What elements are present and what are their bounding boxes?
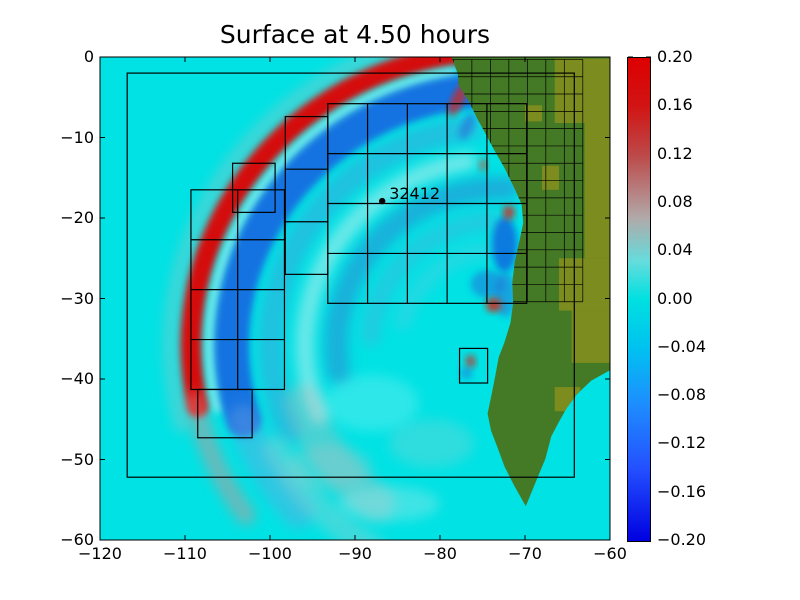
y-tick-label: −60 [60, 530, 94, 549]
gauge-label: 32412 [389, 184, 441, 204]
axis-ticks [99, 56, 611, 541]
wave-patch [491, 217, 518, 272]
wave-patch [389, 419, 474, 468]
wavefront-arc [180, 57, 480, 418]
wavefront-arc [295, 152, 477, 425]
colorbar-tick-label: 0.12 [657, 143, 693, 163]
x-tick-label: −60 [593, 544, 627, 563]
x-tick-label: −100 [248, 544, 292, 563]
colorbar-tick-label: 0.04 [657, 240, 693, 260]
map-area [100, 57, 610, 540]
x-tick-label: −80 [423, 544, 457, 563]
wavefront-arc [258, 116, 483, 444]
colorbar-tick-label: −0.16 [657, 481, 707, 501]
colorbar-tick-label: 0.20 [657, 47, 693, 66]
wave-patch [485, 297, 502, 313]
wavefront-arc [324, 176, 520, 384]
wavefront-arc [214, 72, 496, 438]
wave-patch [460, 367, 473, 379]
colorbar [627, 57, 651, 542]
wave-patch [479, 158, 488, 172]
colorbar-tick-label: −0.08 [657, 385, 707, 405]
wavefront-arc [227, 404, 314, 529]
x-tick-label: −120 [78, 544, 122, 563]
amr-patches [190, 103, 528, 439]
y-tick-label: −40 [60, 369, 94, 388]
y-tick-label: −30 [60, 288, 94, 308]
y-tick-label: −20 [60, 208, 94, 227]
wavefront-arc [394, 241, 493, 331]
wave-patch [287, 445, 372, 491]
x-tick-label: −90 [338, 544, 372, 563]
wave-patch [338, 486, 440, 522]
colorbar-tick-label: −0.20 [657, 530, 707, 549]
wave-patch [465, 354, 476, 368]
x-tick-label: −110 [163, 544, 207, 563]
x-tick-label: −70 [508, 544, 542, 563]
wave-patch [459, 112, 476, 140]
wavefront-arc [360, 210, 501, 347]
y-tick-label: 0 [83, 47, 94, 66]
y-tick-label: −50 [60, 449, 94, 469]
wave-patch [470, 270, 505, 298]
wavefront-arc [204, 67, 458, 414]
outer-domain-box [126, 72, 575, 478]
colorbar-tick-label: 0.00 [657, 288, 693, 308]
colorbar-tick-label: 0.08 [657, 191, 693, 211]
wave-patch [325, 374, 419, 432]
wavefront-arc [185, 391, 256, 526]
colorbar-tick-label: −0.04 [657, 336, 707, 356]
gauge-marker [379, 197, 386, 205]
wave-patch [448, 83, 468, 116]
colorbar-tick-label: 0.16 [657, 95, 693, 115]
chart-title: Surface at 4.50 hours [219, 20, 491, 49]
y-tick-label: −10 [60, 127, 94, 147]
colorbar-tick-label: −0.12 [657, 433, 707, 453]
wave-patch [502, 205, 515, 220]
